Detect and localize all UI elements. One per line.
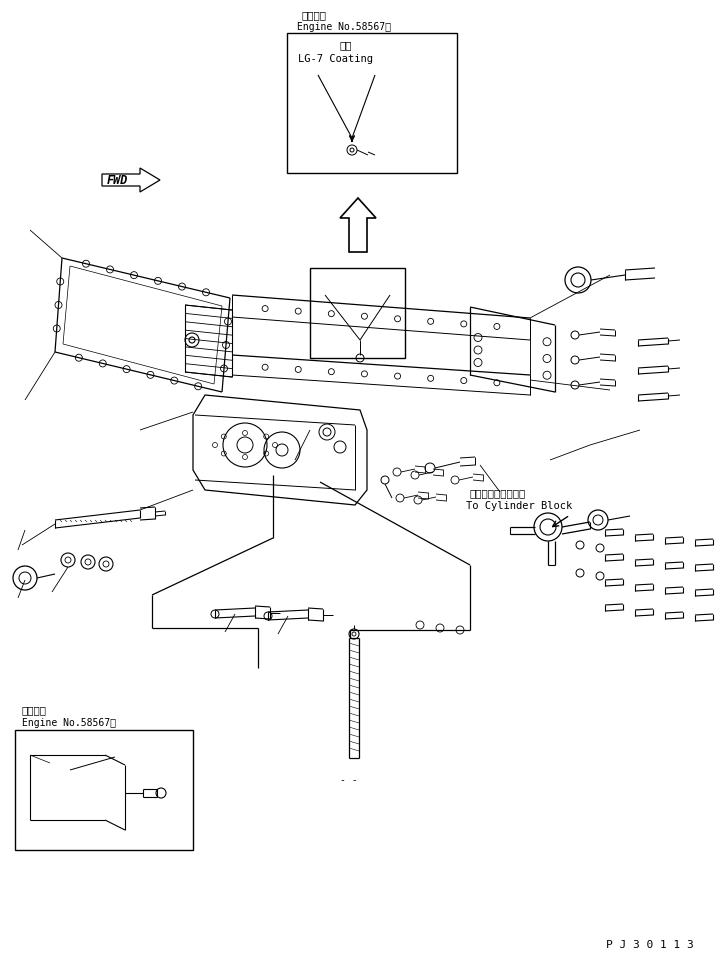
Polygon shape [102,168,160,192]
Text: Engine No.58567～: Engine No.58567～ [22,718,116,728]
Polygon shape [193,395,367,505]
Text: 適用号機: 適用号機 [302,10,327,20]
Polygon shape [340,198,376,252]
Text: Engine No.58567～: Engine No.58567～ [297,22,391,32]
Text: To Cylinder Block: To Cylinder Block [466,501,572,511]
Text: シリンダブロックへ: シリンダブロックへ [470,488,526,498]
Text: LG-7 Coating: LG-7 Coating [298,54,373,64]
Bar [15,730,193,850]
Text: FWD: FWD [107,174,129,186]
Text: 塗布: 塗布 [340,40,353,50]
Text: 適用号機: 適用号機 [22,705,47,715]
Bar [287,33,457,173]
Text: - -: - - [340,775,358,785]
Text: P J 3 0 1 1 3: P J 3 0 1 1 3 [606,940,694,950]
Bar [310,268,405,358]
